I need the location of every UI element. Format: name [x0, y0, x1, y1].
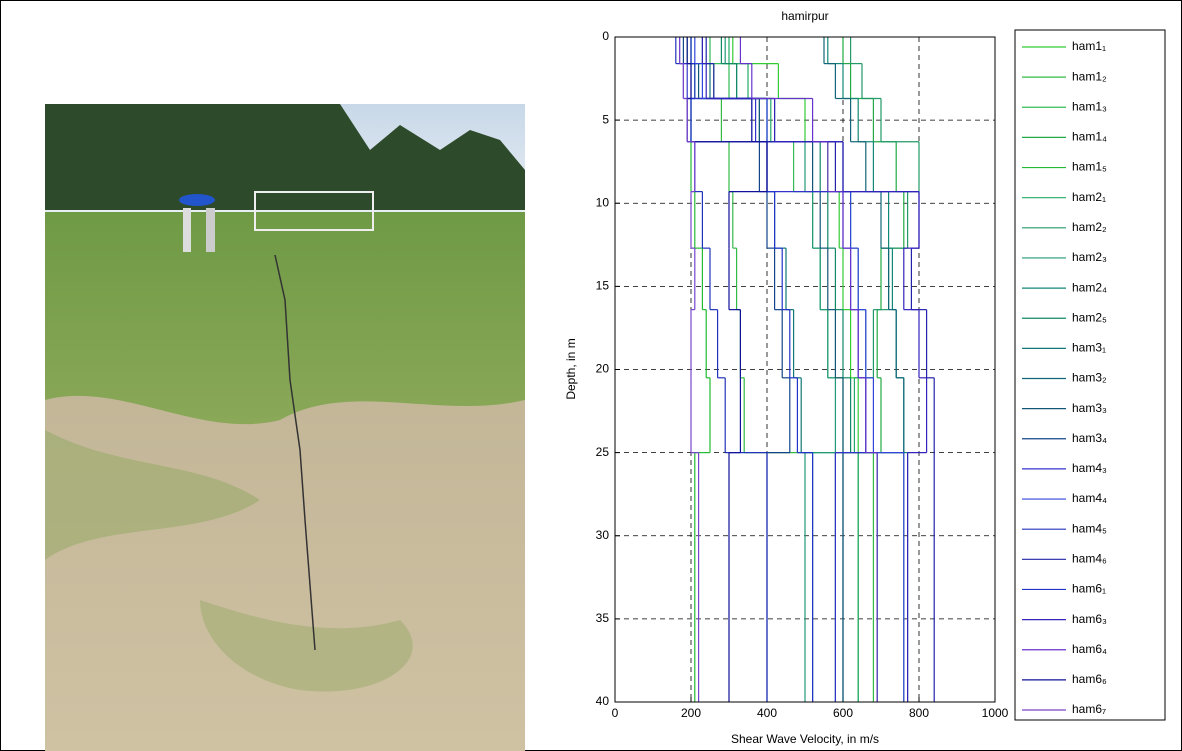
x-tick-label: 200	[681, 706, 701, 720]
y-tick-label: 10	[596, 195, 610, 209]
legend-label: ham4₃	[1072, 461, 1107, 475]
legend-label: ham6₆	[1072, 672, 1107, 686]
legend-label: ham2₁	[1072, 190, 1106, 204]
legend-label: ham4₄	[1072, 491, 1107, 505]
legend-label: ham6₇	[1072, 702, 1106, 716]
x-tick-label: 1000	[982, 706, 1009, 720]
y-tick-label: 30	[596, 528, 610, 542]
legend-label: ham1₅	[1072, 160, 1107, 174]
legend-label: ham6₄	[1072, 642, 1107, 656]
y-axis-label: Depth, in m	[564, 338, 578, 399]
legend-label: ham3₁	[1072, 341, 1106, 355]
y-tick-label: 40	[596, 694, 610, 708]
x-tick-label: 400	[757, 706, 777, 720]
x-tick-label: 800	[909, 706, 929, 720]
legend-label: ham4₆	[1072, 551, 1107, 565]
y-tick-label: 15	[596, 279, 610, 293]
photo	[45, 104, 525, 751]
y-tick-label: 35	[596, 611, 610, 625]
legend-label: ham1₄	[1072, 130, 1107, 144]
x-tick-label: 600	[833, 706, 853, 720]
legend-label: ham3₂	[1072, 371, 1107, 385]
legend-label: ham2₄	[1072, 280, 1107, 294]
legend-label: ham1₃	[1072, 99, 1107, 113]
chart-title: hamirpur	[781, 9, 828, 23]
legend-label: ham3₄	[1072, 431, 1107, 445]
legend-label: ham6₁	[1072, 582, 1106, 596]
legend	[1014, 29, 1166, 721]
legend-label: ham4₅	[1072, 521, 1107, 535]
x-axis-label: Shear Wave Velocity, in m/s	[731, 732, 879, 746]
legend-label: ham3₃	[1072, 401, 1107, 415]
y-tick-label: 20	[596, 362, 610, 376]
legend-label: ham1₁	[1072, 39, 1106, 53]
y-tick-label: 5	[602, 112, 609, 126]
y-tick-label: 0	[602, 29, 609, 43]
legend-label: ham2₅	[1072, 310, 1107, 324]
y-tick-label: 25	[596, 445, 610, 459]
x-tick-label: 0	[612, 706, 619, 720]
plot-frame	[614, 36, 996, 703]
legend-label: ham2₃	[1072, 250, 1107, 264]
legend-label: ham2₂	[1072, 220, 1107, 234]
legend-label: ham1₂	[1072, 69, 1107, 83]
legend-label: ham6₃	[1072, 612, 1107, 626]
